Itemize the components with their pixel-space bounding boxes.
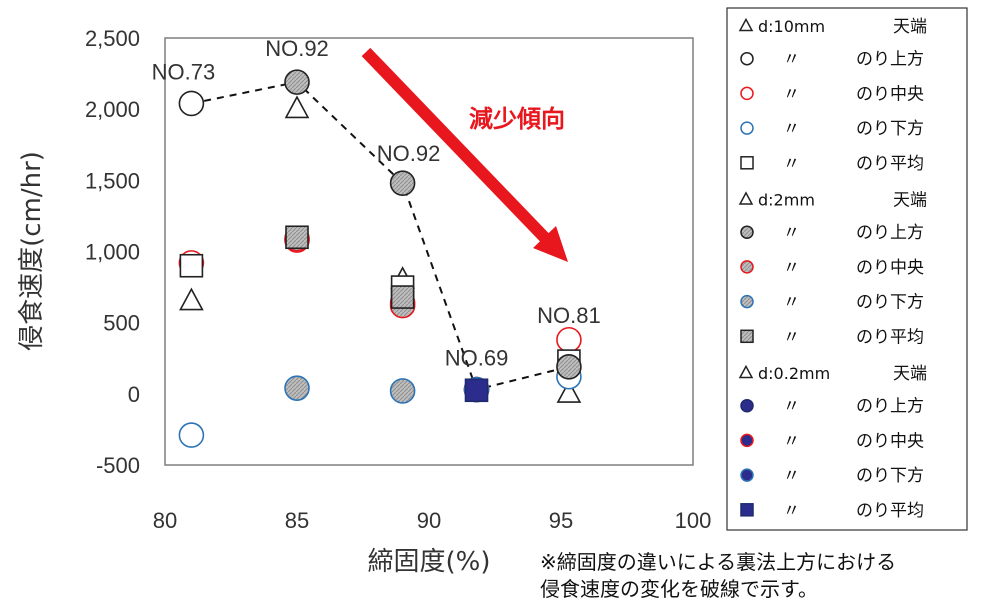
trend-arrow [361, 47, 568, 262]
point-annotation: NO.69 [445, 346, 509, 371]
legend-group-header: d:2mm [758, 191, 815, 210]
legend-ditto: 〃 [783, 466, 800, 486]
x-tick-label: 85 [285, 508, 309, 533]
legend-ditto: 〃 [783, 84, 800, 104]
plot-area [164, 37, 694, 466]
legend-symbol-square [740, 503, 754, 517]
point-annotation: NO.81 [537, 303, 601, 328]
y-axis-ticks: -500 0 500 1,000 1,500 2,000 2,500 [85, 26, 140, 478]
legend-symbol-circle [740, 433, 754, 448]
x-tick-label: 80 [153, 508, 177, 533]
legend-box [726, 7, 968, 531]
legend-entry-label: のり上方 [856, 50, 924, 70]
legend-entry-label: のり平均 [856, 501, 924, 521]
footnote-line: ※締固度の違いによる裏法上方における [540, 550, 897, 574]
legend-symbol-circle [740, 86, 754, 101]
data-point-triangle [179, 287, 204, 311]
legend-entry-label: のり上方 [856, 223, 924, 243]
y-tick-label: 1,000 [85, 240, 140, 265]
data-markers [178, 69, 582, 448]
point-annotation: NO.92 [265, 36, 329, 61]
legend-ditto: 〃 [783, 119, 800, 139]
legend-symbol-circle [740, 121, 754, 135]
data-point-square [464, 378, 489, 403]
legend-entry-label: のり下方 [856, 119, 924, 139]
legend-ditto: 〃 [783, 293, 800, 313]
legend-ditto: 〃 [783, 327, 800, 347]
point-annotation: NO.92 [377, 141, 441, 166]
x-axis-ticks: 80 85 90 95 100 [153, 508, 712, 533]
footnote-line: 侵食速度の変化を破線で示す。 [540, 577, 818, 601]
legend-entry-label: のり平均 [856, 154, 924, 174]
legend-group-header: d:0.2mm [758, 364, 830, 383]
legend-symbol-square [740, 329, 754, 344]
legend-entry-label: のり平均 [856, 327, 924, 347]
y-tick-label: 0 [128, 382, 140, 407]
legend-ditto: 〃 [783, 431, 800, 451]
legend-symbol-square [740, 156, 754, 170]
data-point-square [390, 285, 415, 309]
legend-ditto: 〃 [783, 501, 800, 521]
legend-entry-label: のり下方 [856, 293, 924, 313]
footnote: ※締固度の違いによる裏法上方における 侵食速度の変化を破線で示す。 [540, 549, 980, 603]
data-point-square [179, 253, 204, 278]
legend-group-position: 天端 [893, 17, 927, 37]
legend-triangle-icon [738, 17, 754, 32]
data-point-circle [178, 90, 205, 117]
legend-ditto: 〃 [783, 50, 800, 70]
y-tick-label: 2,000 [85, 97, 140, 122]
legend-symbol-circle [740, 260, 754, 274]
x-tick-label: 95 [549, 508, 573, 533]
trend-label: 減少傾向 [469, 105, 565, 133]
x-tick-label: 100 [675, 508, 712, 533]
legend-entry-label: のり上方 [856, 397, 924, 417]
data-point-circle [556, 353, 582, 380]
data-point-triangle [284, 95, 310, 119]
data-point-circle [389, 170, 416, 196]
legend-group-header: d:10mm [758, 17, 825, 36]
legend-symbol-circle [740, 294, 754, 309]
data-point-circle [389, 378, 416, 404]
point-annotations: NO.73 NO.92 NO.92 NO.69 NO.81 [152, 36, 601, 370]
legend-symbol-circle [740, 51, 754, 66]
legend-symbol-circle [740, 225, 754, 239]
legend-entry-label: のり中央 [856, 431, 924, 451]
y-tick-label: 500 [103, 311, 140, 336]
x-tick-label: 90 [417, 508, 441, 533]
legend-entry-label: のり中央 [856, 84, 924, 104]
data-point-circle [284, 69, 310, 95]
legend-triangle-icon [738, 191, 754, 205]
data-point-triangle [556, 380, 582, 403]
data-point-circle [556, 326, 582, 353]
y-tick-label: -500 [96, 453, 140, 478]
legend-ditto: 〃 [783, 397, 800, 417]
data-point-circle [284, 375, 310, 401]
legend-group-position: 天端 [893, 191, 927, 211]
data-point-circle [178, 422, 205, 448]
legend-group-position: 天端 [893, 364, 927, 384]
y-tick-label: 1,500 [85, 168, 140, 193]
legend-symbol-circle [740, 398, 754, 413]
legend-entry-label: のり下方 [856, 466, 924, 486]
y-axis-title: 侵食速度(cm/hr) [17, 151, 47, 351]
point-annotation: NO.73 [152, 59, 216, 84]
data-point-square [285, 225, 309, 250]
legend-ditto: 〃 [783, 258, 800, 278]
legend-triangle-icon [738, 364, 754, 379]
x-axis-title: 締固度(%) [368, 547, 491, 577]
legend-ditto: 〃 [783, 223, 800, 243]
legend-symbol-circle [740, 468, 754, 482]
legend-ditto: 〃 [783, 154, 800, 174]
y-tick-label: 2,500 [85, 26, 140, 51]
legend-entry-label: のり中央 [856, 258, 924, 278]
